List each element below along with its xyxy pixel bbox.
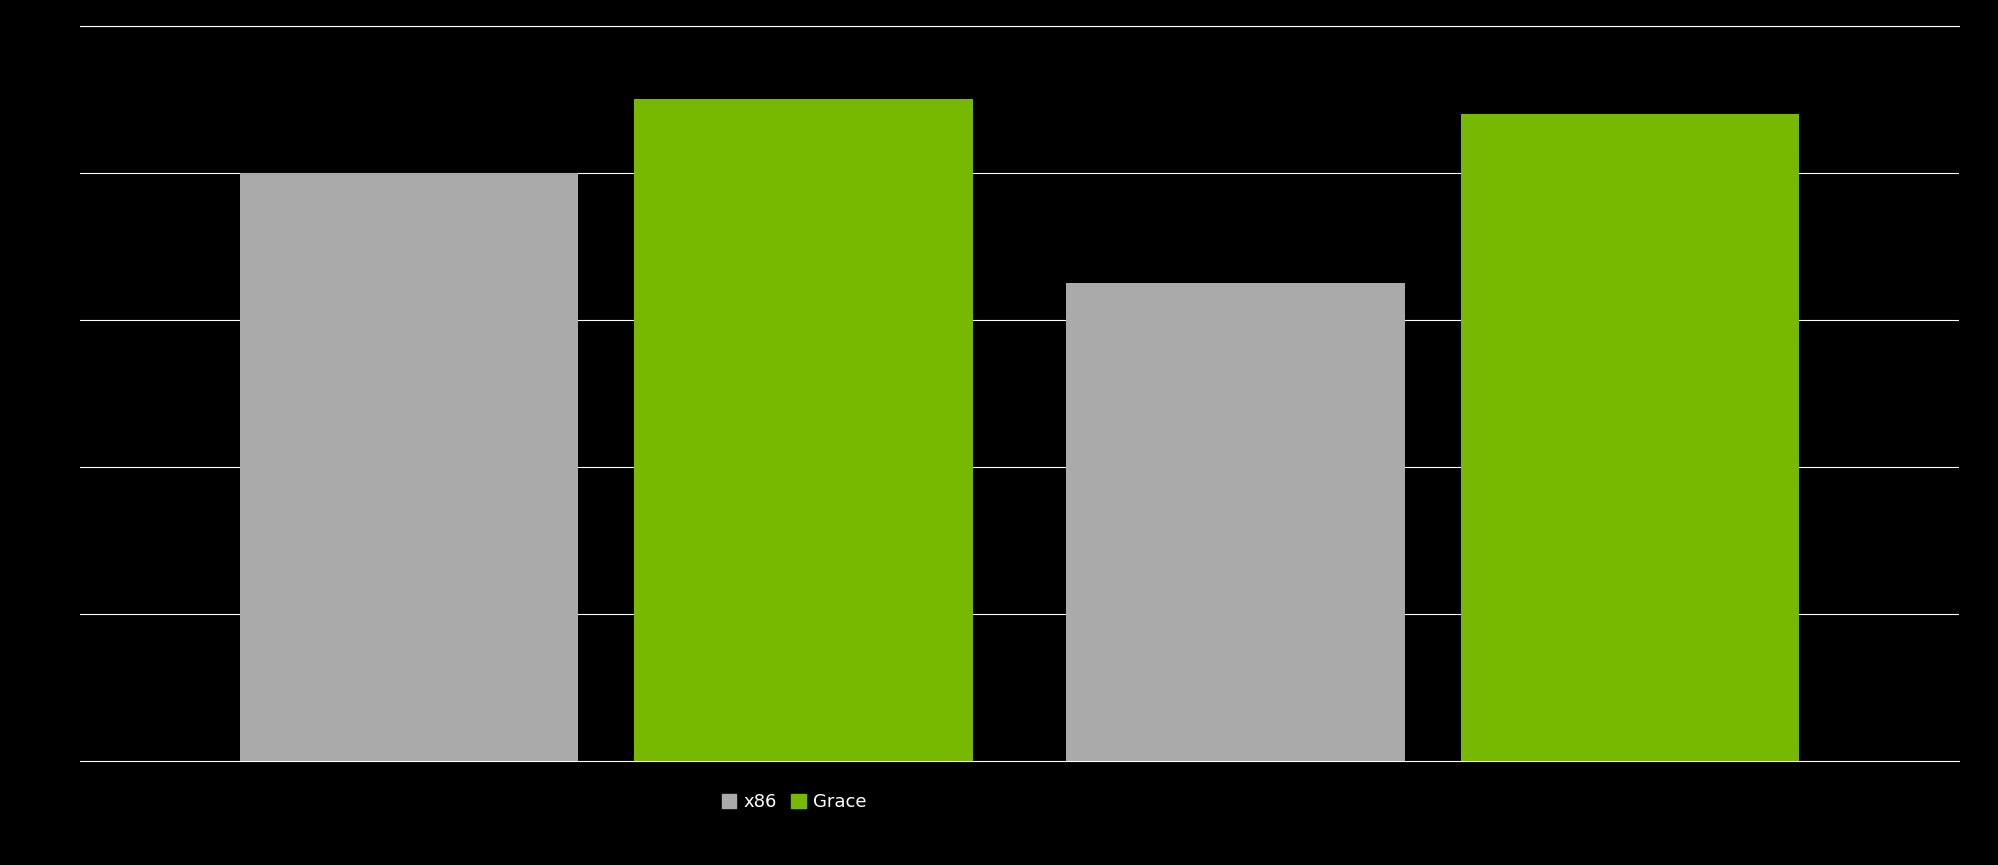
Legend: x86, Grace: x86, Grace <box>713 786 873 818</box>
Bar <box>1067 284 1405 761</box>
Bar <box>633 99 971 761</box>
Bar <box>240 173 577 761</box>
Bar <box>1461 114 1798 761</box>
